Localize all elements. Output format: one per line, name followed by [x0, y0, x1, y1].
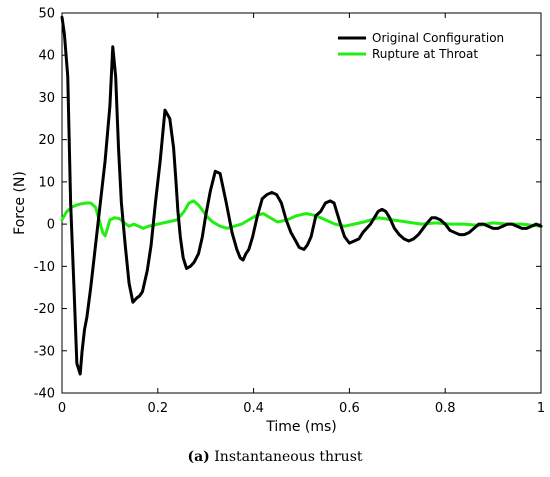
y-tick-label: 30 — [38, 91, 55, 106]
y-tick-label: 20 — [38, 133, 55, 148]
y-tick-label: -10 — [34, 260, 55, 275]
series-line-0 — [60, 15, 543, 376]
thrust-chart: 0 0.2 0.4 0.6 0.8 1 -40 -30 -20 -10 0 10 20 30 40 50 Ti… — [12, 7, 545, 436]
plot-area — [61, 12, 542, 394]
y-tick-label: -20 — [34, 302, 55, 317]
y-tick-label: -30 — [34, 344, 55, 359]
x-tick-label: 0.8 — [435, 401, 456, 416]
x-axis-label: Time (ms) — [265, 419, 337, 435]
series-layer — [60, 15, 543, 376]
caption-label: (a) — [187, 449, 210, 465]
y-axis-label: Force (N) — [12, 171, 28, 235]
x-tick-label: 0 — [58, 401, 66, 416]
legend-label: Original Configuration — [372, 31, 504, 45]
caption-text: Instantaneous thrust — [214, 449, 363, 465]
y-tick-label: 0 — [47, 218, 55, 233]
axis-ticks: 0 0.2 0.4 0.6 0.8 1 -40 -30 -20 -10 0 10 20 30 40 50 — [34, 7, 545, 417]
legend: Original Configuration Rupture at Throat — [338, 31, 504, 61]
x-tick-label: 1 — [537, 401, 545, 416]
y-tick-label: 50 — [38, 7, 55, 22]
x-tick-label: 0.4 — [243, 401, 264, 416]
x-tick-label: 0.2 — [147, 401, 168, 416]
plot-frame — [61, 12, 542, 394]
y-tick-label: 10 — [38, 175, 55, 190]
legend-label: Rupture at Throat — [372, 47, 478, 61]
y-tick-label: 40 — [38, 49, 55, 64]
x-tick-label: 0.6 — [339, 401, 360, 416]
figure-caption: (a) Instantaneous thrust — [0, 449, 550, 465]
y-tick-label: -40 — [34, 387, 55, 402]
